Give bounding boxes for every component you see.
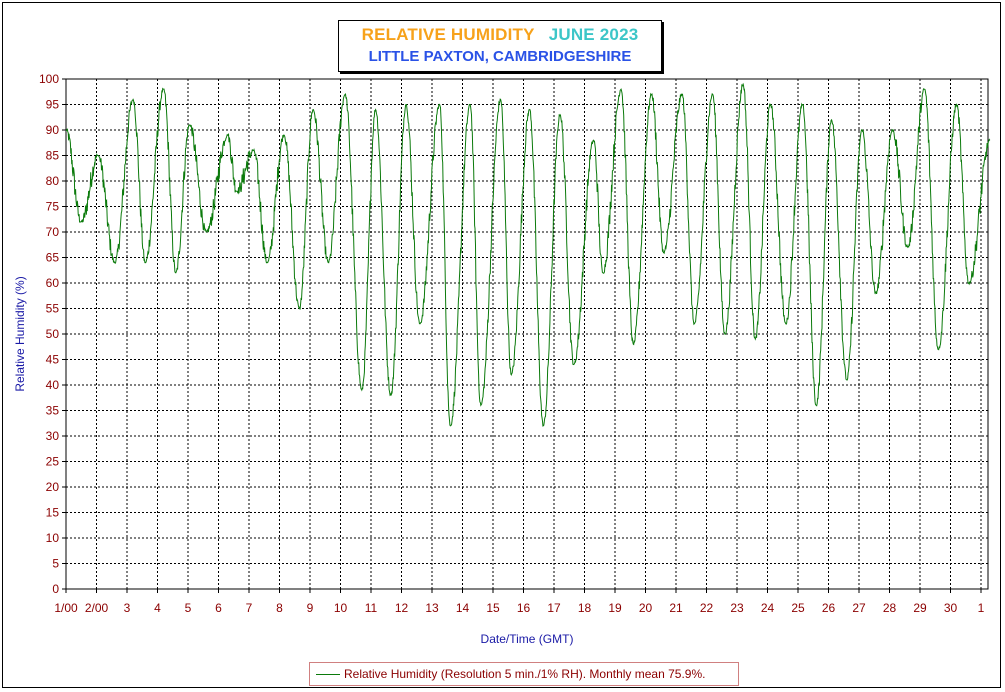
chart-subtitle: LITTLE PAXTON, CAMBRIDGESHIRE	[368, 48, 632, 65]
y-tick-label: 45	[46, 353, 60, 367]
y-tick-label: 40	[46, 378, 60, 392]
y-tick-label: 85	[46, 149, 60, 163]
x-tick-label: 1	[978, 601, 985, 615]
title-date: JUNE 2023	[548, 25, 639, 44]
x-tick-label: 30	[944, 601, 958, 615]
x-tick-label: 19	[608, 601, 622, 615]
x-tick-label: 1/00	[54, 601, 78, 615]
y-tick-label: 5	[52, 557, 59, 571]
x-tick-label: 20	[639, 601, 653, 615]
x-tick-label: 12	[395, 601, 409, 615]
x-tick-label: 5	[185, 601, 192, 615]
x-tick-label: 24	[761, 601, 775, 615]
x-tick-label: 4	[154, 601, 161, 615]
x-tick-label: 27	[852, 601, 866, 615]
y-tick-label: 95	[46, 98, 60, 112]
x-tick-label: 17	[547, 601, 561, 615]
x-tick-label: 10	[334, 601, 348, 615]
y-tick-label: 15	[46, 506, 60, 520]
x-tick-label: 6	[215, 601, 222, 615]
humidity-series-line	[65, 82, 991, 427]
x-axis: 1/00 2/00 3 4 5 6 7 8 9 10 11 12 13 14 15 16 17 18 19 20 21 2…	[54, 589, 985, 615]
y-axis-label: Relative Humidity (%)	[13, 276, 27, 391]
x-tick-label: 28	[883, 601, 897, 615]
x-tick-label: 18	[578, 601, 592, 615]
x-tick-label: 23	[730, 601, 744, 615]
legend: Relative Humidity (Resolution 5 min./1% …	[309, 662, 739, 686]
title-main: RELATIVE HUMIDITY	[361, 25, 535, 44]
y-tick-label: 55	[46, 302, 60, 316]
x-tick-label: 16	[517, 601, 531, 615]
x-tick-label: 9	[307, 601, 314, 615]
y-tick-label: 70	[46, 225, 60, 239]
y-tick-label: 60	[46, 276, 60, 290]
y-tick-label: 50	[46, 327, 60, 341]
x-tick-label: 14	[456, 601, 470, 615]
x-tick-label: 11	[365, 601, 378, 615]
y-tick-label: 0	[52, 582, 59, 596]
y-tick-label: 90	[46, 123, 60, 137]
y-tick-label: 10	[46, 531, 60, 545]
x-tick-label: 22	[700, 601, 714, 615]
x-tick-label: 15	[486, 601, 500, 615]
y-tick-label: 80	[46, 174, 60, 188]
y-tick-label: 65	[46, 251, 60, 265]
x-tick-label: 8	[276, 601, 283, 615]
y-tick-label: 20	[46, 480, 60, 494]
title-box: RELATIVE HUMIDITY JUNE 2023 LITTLE PAXTON…	[338, 20, 662, 72]
x-axis-label: Date/Time (GMT)	[481, 632, 574, 646]
chart-title: RELATIVE HUMIDITY JUNE 2023	[339, 25, 661, 45]
x-tick-label: 13	[425, 601, 439, 615]
y-tick-label: 75	[46, 200, 60, 214]
x-tick-label: 26	[822, 601, 836, 615]
x-tick-label: 2/00	[85, 601, 109, 615]
x-tick-label: 21	[669, 601, 683, 615]
y-axis: 0 5 10 15 20 25 30 35 40 45 50 55 60 65 70 75 80 85 90 95 10…	[39, 72, 66, 596]
y-tick-label: 100	[39, 72, 59, 86]
grid	[66, 79, 988, 589]
x-tick-label: 3	[124, 601, 131, 615]
legend-label: Relative Humidity (Resolution 5 min./1% …	[344, 667, 706, 681]
x-tick-label: 25	[791, 601, 805, 615]
x-tick-label: 7	[246, 601, 253, 615]
y-tick-label: 25	[46, 455, 60, 469]
legend-swatch	[316, 674, 340, 675]
x-tick-label: 29	[913, 601, 927, 615]
y-tick-label: 30	[46, 429, 60, 443]
y-tick-label: 35	[46, 404, 60, 418]
